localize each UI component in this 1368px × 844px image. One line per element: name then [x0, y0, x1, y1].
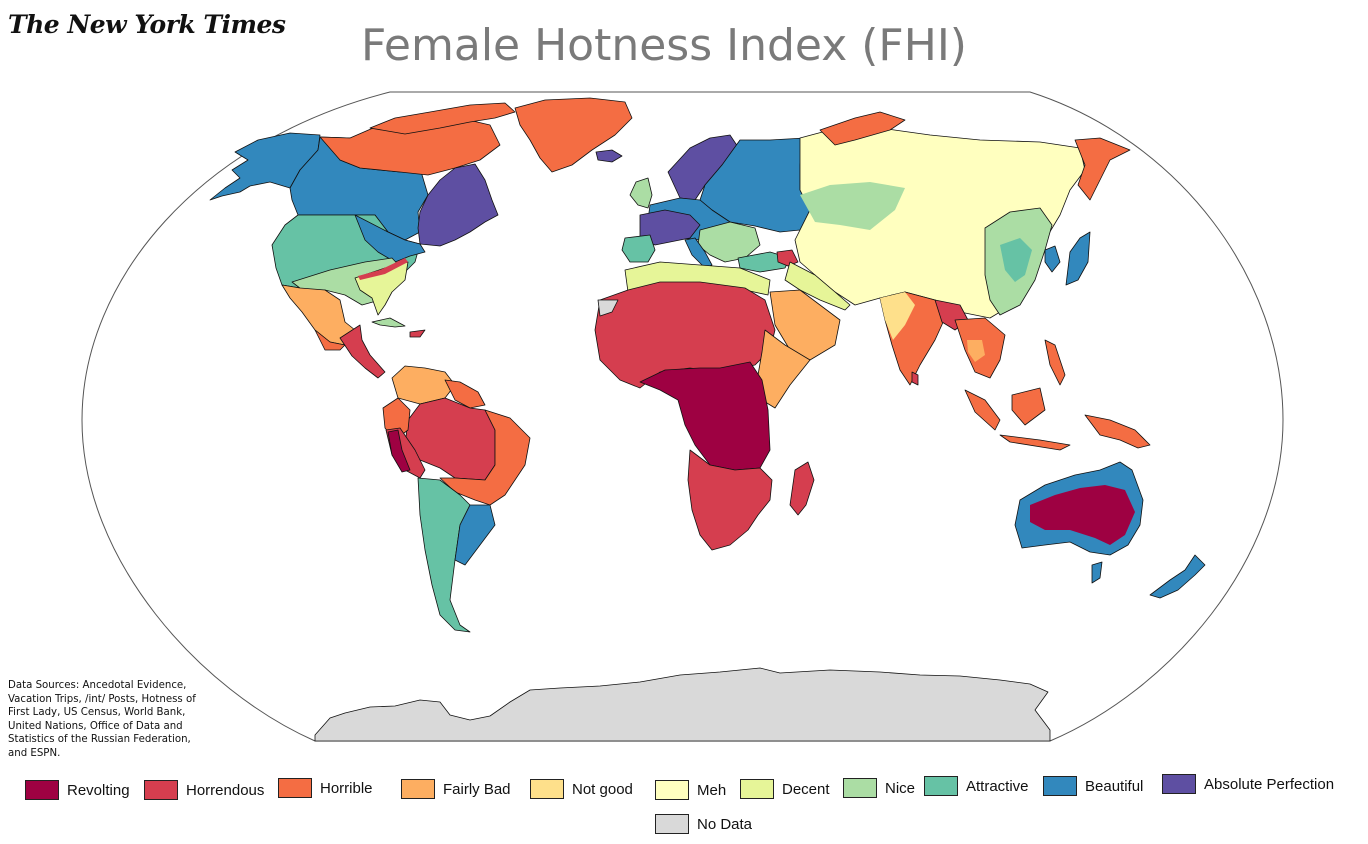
region-guyanas — [444, 379, 486, 409]
region-appalachian-band — [358, 258, 408, 280]
region-sri-lanka — [911, 371, 919, 386]
region-eastern-canada — [417, 163, 499, 247]
legend-swatch-not-good — [530, 779, 564, 799]
region-eastern-brazil — [439, 409, 531, 506]
region-arabian-peninsula — [769, 289, 841, 361]
region-southern-africa — [687, 449, 773, 551]
region-antarctica — [314, 667, 1051, 742]
region-horn-of-africa — [757, 329, 811, 409]
legend-item-attractive: Attractive — [924, 776, 1029, 796]
region-british-isles — [629, 177, 653, 209]
region-greenland — [514, 97, 633, 173]
region-new-zealand — [1149, 554, 1206, 599]
legend-swatch-nice — [843, 778, 877, 798]
legend-label-nice: Nice — [885, 779, 916, 797]
legend-item-horrendous: Horrendous — [144, 780, 264, 800]
legend-item-decent: Decent — [740, 779, 830, 799]
region-western-sahara — [597, 299, 619, 317]
region-borneo — [1011, 387, 1046, 426]
region-central-america — [339, 324, 386, 379]
region-cuba — [371, 317, 406, 328]
legend-item-meh: Meh — [655, 780, 726, 800]
region-central-africa — [639, 361, 771, 471]
legend-label-horrible: Horrible — [320, 779, 373, 797]
region-indonesia-sumatra — [964, 389, 1001, 431]
legend-item-nice: Nice — [843, 778, 915, 798]
data-sources-note: Data Sources: Ancedotal Evidence, Vacati… — [8, 680, 196, 759]
legend-label-revolting: Revolting — [67, 781, 130, 799]
region-sahara-sahel — [594, 281, 776, 389]
region-chile-argentina — [417, 477, 471, 633]
region-papua-new-guinea — [1084, 414, 1151, 449]
region-korea — [1044, 245, 1061, 273]
region-madagascar — [789, 461, 815, 516]
region-iberia — [621, 234, 656, 263]
legend-label-not-good: Not good — [572, 780, 633, 798]
region-middle-east — [784, 261, 851, 311]
legend-swatch-no-data — [655, 814, 689, 834]
region-usa-great-lakes — [354, 214, 426, 263]
legend-label-decent: Decent — [782, 780, 830, 798]
legend-swatch-beautiful — [1043, 776, 1077, 796]
region-peru-coast — [387, 429, 411, 473]
legend-label-horrendous: Horrendous — [186, 781, 265, 799]
region-japan — [1065, 231, 1091, 286]
map-title: Female Hotness Index (FHI) — [361, 20, 967, 71]
legend-label-beautiful: Beautiful — [1085, 777, 1144, 795]
masthead-logo: The New York Times — [8, 10, 286, 39]
region-kazakh-steppe-band — [800, 182, 905, 230]
legend-swatch-meh — [655, 780, 689, 800]
region-philippines — [1044, 339, 1066, 386]
region-tasmania — [1091, 561, 1103, 584]
region-hispaniola — [409, 329, 426, 338]
legend-label-no-data: No Data — [697, 815, 753, 833]
region-java — [999, 434, 1071, 451]
legend-item-absolute-perfection: Absolute Perfection — [1162, 774, 1334, 794]
legend-swatch-absolute-perfection — [1162, 774, 1196, 794]
legend-label-fairly-bad: Fairly Bad — [443, 780, 511, 798]
legend-item-not-good: Not good — [530, 779, 633, 799]
legend-label-absolute-perfection: Absolute Perfection — [1204, 775, 1335, 793]
legend-swatch-attractive — [924, 776, 958, 796]
legend-item-revolting: Revolting — [25, 780, 130, 800]
legend-item-fairly-bad: Fairly Bad — [401, 779, 511, 799]
region-thailand — [967, 340, 985, 362]
legend-label-attractive: Attractive — [966, 777, 1029, 795]
region-uruguay-ne-argentina — [454, 504, 496, 566]
legend-swatch-horrible — [278, 778, 312, 798]
legend-swatch-decent — [740, 779, 774, 799]
region-india-northwest — [880, 292, 915, 340]
region-italy — [684, 237, 713, 269]
world-map — [81, 91, 1284, 742]
region-coastal-china — [1000, 238, 1032, 282]
legend-swatch-fairly-bad — [401, 779, 435, 799]
legend-swatch-horrendous — [144, 780, 178, 800]
region-chukotka — [1074, 137, 1131, 201]
region-inner-australia — [1030, 485, 1135, 545]
region-canada-arctic-islands — [369, 102, 516, 135]
legend-item-no-data: No Data — [655, 814, 752, 834]
legend-label-meh: Meh — [697, 781, 727, 799]
legend-item-horrible: Horrible — [278, 778, 373, 798]
legend-swatch-revolting — [25, 780, 59, 800]
legend-item-beautiful: Beautiful — [1043, 776, 1143, 796]
region-iceland — [595, 149, 623, 163]
region-northern-siberia — [819, 111, 906, 146]
